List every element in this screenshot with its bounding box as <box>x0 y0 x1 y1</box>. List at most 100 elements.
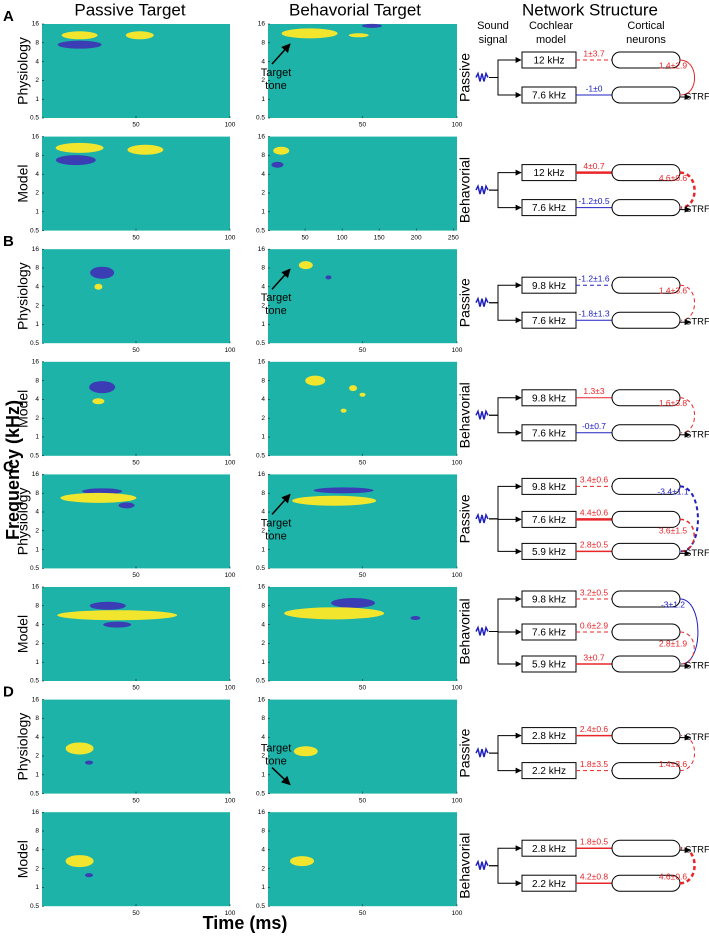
channel-label: 5.9 kHz <box>532 547 566 558</box>
neuron <box>611 311 681 329</box>
y-tick-label: 2 <box>35 77 39 84</box>
y-tick-label: 2 <box>261 77 265 84</box>
channel-label: 2.2 kHz <box>532 879 566 890</box>
condition-label: Passive <box>457 728 473 777</box>
neuron <box>611 199 681 217</box>
y-tick-label: 2 <box>35 415 39 422</box>
annotation-arrow <box>271 268 291 290</box>
y-tick-label: 8 <box>35 152 39 159</box>
y-tick-label: 16 <box>32 471 40 478</box>
annotation: tone <box>265 305 286 317</box>
network-header: neurons <box>626 34 666 46</box>
weight-label: 1.8±0.5 <box>580 836 609 846</box>
x-tick-label: 50 <box>359 460 367 467</box>
heatmap-blob <box>361 23 382 28</box>
y-tick-label: 1 <box>261 546 265 553</box>
strf-label: STRF <box>685 732 709 743</box>
heatmap <box>268 24 457 118</box>
x-tick-label: 100 <box>452 797 463 804</box>
x-tick-label: 50 <box>132 910 140 917</box>
weight-label: 1.8±3.5 <box>580 759 609 769</box>
channel-label: 9.8 kHz <box>532 482 566 493</box>
annotation-arrow <box>271 43 291 65</box>
annotation: Target <box>261 67 292 79</box>
y-tick-label: 2 <box>35 753 39 760</box>
y-tick-label: 16 <box>258 133 266 140</box>
sound-signal <box>475 625 489 636</box>
lateral-label: 4.6±0.6 <box>659 173 688 183</box>
heatmap-blob <box>298 261 313 270</box>
x-tick-label: 50 <box>132 460 140 467</box>
input-arrow <box>489 302 522 324</box>
neuron <box>611 727 681 745</box>
x-tick-label: 200 <box>411 234 422 241</box>
row-label: Physiology <box>15 488 31 556</box>
x-tick-label: 100 <box>452 122 463 129</box>
input-arrow <box>489 596 522 632</box>
heatmap <box>42 474 230 569</box>
heatmap-blob <box>293 746 318 757</box>
heatmap-blob <box>57 610 178 621</box>
sound-signal <box>475 183 489 195</box>
neuron <box>611 542 681 560</box>
heatmap-blob <box>65 742 94 755</box>
input-arrow <box>489 57 522 78</box>
annotation-arrow <box>271 493 291 515</box>
x-tick-label: 100 <box>225 572 236 579</box>
heatmap-blob <box>313 487 374 494</box>
y-tick-label: 8 <box>261 828 265 835</box>
y-tick-label: 16 <box>32 246 40 253</box>
y-tick-label: 2 <box>35 190 39 197</box>
x-tick-label: 100 <box>452 572 463 579</box>
lateral-connection <box>679 485 699 553</box>
weight-label: -0±0.7 <box>582 421 606 431</box>
channel-label: 7.6 kHz <box>532 628 566 639</box>
y-tick-label: 16 <box>258 584 266 591</box>
weight-label: 0.6±2.9 <box>580 620 609 630</box>
y-tick-label: 2 <box>261 302 265 309</box>
heatmap-blob <box>85 873 93 878</box>
x-tick-label: 150 <box>374 234 385 241</box>
input-arrow <box>489 394 522 416</box>
panel-letter: C <box>3 458 14 475</box>
y-tick-label: 16 <box>32 21 40 28</box>
y-tick-label: 16 <box>258 246 266 253</box>
heatmap-blob <box>340 408 347 413</box>
y-tick-label: 0.5 <box>256 790 265 797</box>
y-tick-label: 0.5 <box>256 227 265 234</box>
y-tick-label: 8 <box>35 715 39 722</box>
column-title: Behavorial Target <box>289 0 421 19</box>
y-tick-label: 16 <box>258 696 266 703</box>
y-tick-label: 8 <box>35 490 39 497</box>
heatmap <box>42 587 230 681</box>
y-tick-label: 0.5 <box>30 227 39 234</box>
lateral-label: 1.4±3.6 <box>659 285 688 295</box>
weight-label: 4±0.7 <box>583 161 604 171</box>
y-tick-label: 8 <box>261 715 265 722</box>
x-tick-label: 50 <box>132 122 140 129</box>
y-tick-label: 4 <box>35 171 39 178</box>
y-tick-label: 2 <box>261 753 265 760</box>
sound-signal <box>475 746 489 758</box>
heatmap-blob <box>89 381 116 394</box>
lateral-connection <box>679 397 695 434</box>
panel-letter: D <box>3 684 14 701</box>
lateral-label: 1.6±3.8 <box>659 398 688 408</box>
annotation: Target <box>261 517 292 529</box>
heatmap <box>42 361 230 456</box>
y-tick-label: 1 <box>261 96 265 103</box>
heatmap <box>268 361 457 456</box>
x-tick-label: 100 <box>452 460 463 467</box>
y-tick-label: 0.5 <box>30 678 39 685</box>
sound-signal <box>475 512 489 524</box>
strf-label: STRF <box>685 548 709 559</box>
y-tick-label: 4 <box>261 284 265 291</box>
weight-label: 4.4±0.6 <box>580 508 609 518</box>
row-label: Model <box>15 165 31 203</box>
x-tick-label: 250 <box>448 234 459 241</box>
weight-label: 4.2±0.8 <box>580 871 609 881</box>
heatmap-blob <box>410 616 421 621</box>
y-tick-label: 0.5 <box>30 565 39 572</box>
channel-label: 2.2 kHz <box>532 766 566 777</box>
y-tick-label: 2 <box>261 528 265 535</box>
